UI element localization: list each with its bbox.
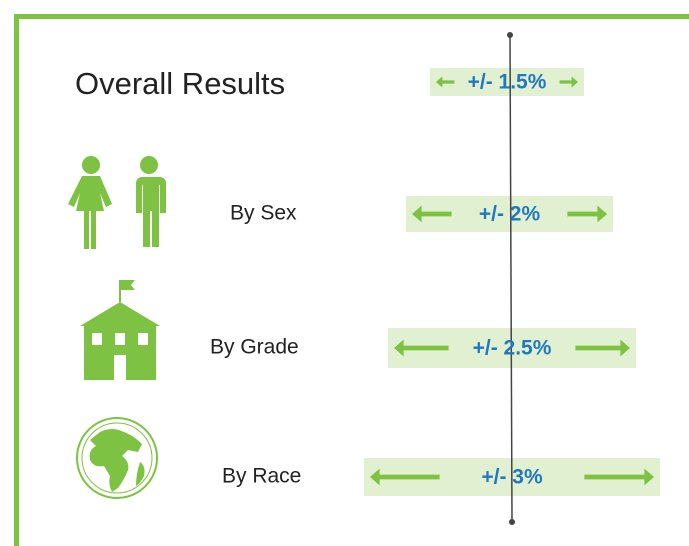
left-border [14,14,19,546]
left-arrow [370,468,440,486]
globe-icon [76,417,158,499]
margin-box [430,68,584,96]
right-arrow [567,205,607,223]
right-arrow [584,468,654,486]
texts: +/- 1.5% +/- 2% By Sex +/- 2.5% By Grade +/- … [210,71,552,489]
left-arrow [394,339,449,357]
left-arrow [412,205,452,223]
line-end [509,519,515,525]
row-label: By Sex [230,202,297,225]
margin-text: +/- 3% [481,466,543,489]
male-icon [136,156,166,247]
title: Overall Results [75,66,285,101]
center-line [509,34,513,523]
female-icon [68,156,112,249]
row-label: By Race [222,465,301,488]
margin-text: +/- 2% [479,203,541,226]
margin-text: +/- 2.5% [473,337,552,360]
school-icon [80,280,160,380]
left-arrow [436,76,455,88]
line-end [507,32,513,38]
margin-text: +/- 1.5% [468,71,547,94]
right-arrow [575,339,630,357]
top-border [14,14,689,19]
right-arrow [559,76,578,88]
row-label: By Grade [210,336,299,359]
